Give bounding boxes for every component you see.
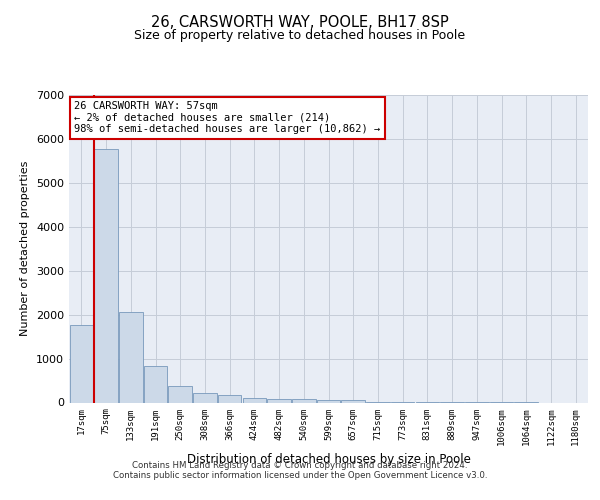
Y-axis label: Number of detached properties: Number of detached properties: [20, 161, 31, 336]
Bar: [242, 398, 266, 402]
Bar: [70, 325, 93, 402]
Text: 26, CARSWORTH WAY, POOLE, BH17 8SP: 26, CARSWORTH WAY, POOLE, BH17 8SP: [151, 15, 449, 30]
Bar: [193, 393, 217, 402]
Bar: [218, 396, 241, 402]
Bar: [119, 312, 143, 402]
X-axis label: Distribution of detached houses by size in Poole: Distribution of detached houses by size …: [187, 454, 470, 466]
Bar: [144, 366, 167, 402]
Bar: [169, 386, 192, 402]
Text: Contains HM Land Registry data © Crown copyright and database right 2024.: Contains HM Land Registry data © Crown c…: [132, 462, 468, 470]
Text: Size of property relative to detached houses in Poole: Size of property relative to detached ho…: [134, 30, 466, 43]
Bar: [292, 399, 316, 402]
Text: Contains public sector information licensed under the Open Government Licence v3: Contains public sector information licen…: [113, 472, 487, 480]
Bar: [341, 400, 365, 402]
Bar: [317, 400, 340, 402]
Text: 26 CARSWORTH WAY: 57sqm
← 2% of detached houses are smaller (214)
98% of semi-de: 26 CARSWORTH WAY: 57sqm ← 2% of detached…: [74, 101, 380, 134]
Bar: [94, 150, 118, 402]
Bar: [268, 398, 291, 402]
